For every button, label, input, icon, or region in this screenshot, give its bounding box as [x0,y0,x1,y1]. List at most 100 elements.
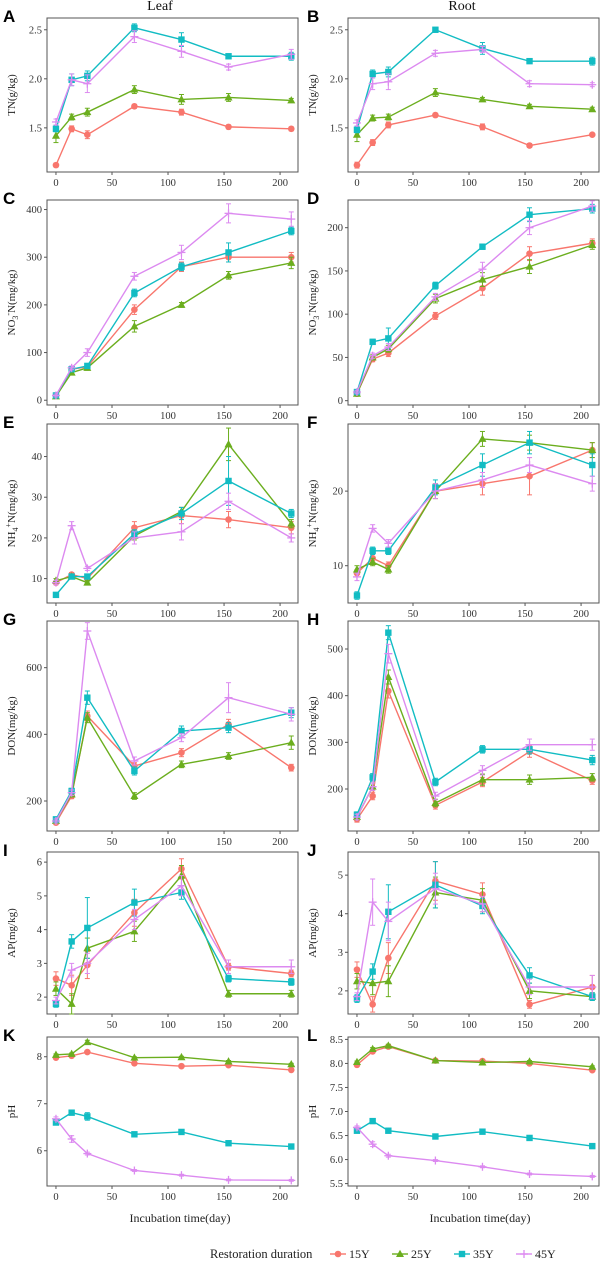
x-tick-label: 200 [573,609,589,620]
y-tick-label: 5.5 [330,1179,343,1190]
data-point [385,547,392,554]
panel-d: D 0 50 100 150 200 0 50 100 150 200 NO3-N(mg/kg) [305,189,600,422]
data-point [368,1044,377,1053]
data-point [224,962,233,971]
x-tick-label: 200 [573,837,589,848]
data-point [178,108,185,116]
data-point [52,161,60,169]
legend-title: Restoration duration [210,1247,313,1261]
data-point [479,1128,486,1135]
series-45Y [352,45,597,127]
y-tick-label: 400 [26,730,42,741]
x-tick-label: 0 [53,1020,58,1031]
data-point [525,740,534,749]
data-point [288,1143,295,1150]
data-point [68,982,75,989]
panel-frame [46,1036,299,1187]
data-point [224,497,233,506]
data-point [84,924,91,932]
y-axis-title-g: DON(mg/kg) [6,696,18,756]
data-point [288,978,295,986]
x-tick-label: 50 [408,411,419,422]
data-point [384,1041,393,1049]
data-point [369,70,376,78]
data-point [83,627,92,635]
y-tick-label: 20 [333,487,344,498]
data-point [287,989,296,997]
data-point [287,125,295,133]
legend-item-25Y: 25Y [392,1247,432,1261]
panel-letter-d: D [307,189,319,208]
data-point [589,756,596,764]
data-point [384,672,393,680]
x-tick-label: 200 [272,1020,288,1031]
panel-frame [46,620,299,832]
data-point [525,983,534,991]
data-point [287,738,296,746]
data-point [588,131,596,139]
x-tick-label: 0 [354,1192,359,1203]
data-point [287,519,296,527]
data-point [177,248,186,257]
x-tick-label: 50 [107,837,118,848]
panel-letter-c: C [3,189,15,208]
data-point [478,45,487,54]
y-tick-label: 6.0 [330,1155,343,1166]
data-point [478,1058,487,1066]
x-tick-label: 200 [272,837,288,848]
y-tick-label: 8 [37,1052,42,1063]
legend-marker [520,1250,528,1258]
y-axis-title-l: pH [307,1105,319,1119]
data-point [52,591,60,599]
data-point [479,461,486,469]
data-point [225,249,232,256]
data-point [588,773,597,781]
panel-letter-a: A [3,7,15,26]
data-point [589,1142,596,1150]
data-point [369,774,376,781]
x-tick-label: 150 [216,609,232,620]
x-tick-label: 200 [573,1020,589,1031]
data-point [385,954,392,962]
x-tick-label: 150 [517,1192,533,1203]
data-point [130,533,139,542]
data-point [178,727,185,735]
x-tick-label: 0 [354,1020,359,1031]
data-point [368,898,377,907]
series-45Y [352,643,597,821]
data-point [224,989,233,997]
legend-label: 45Y [535,1247,556,1261]
panel-l: L 5.5 6.0 6.5 7.0 7.5 8.0 8.5 0 50 100 150 200 pH [307,1026,600,1203]
data-point [478,434,487,442]
x-tick-label: 150 [517,178,533,189]
x-tick-label: 100 [160,411,176,422]
x-tick-label: 150 [517,837,533,848]
data-point [385,121,392,129]
data-point [368,351,377,360]
data-point [178,1062,185,1070]
y-tick-label: 2.0 [330,74,343,85]
data-point [67,1049,76,1057]
data-point [525,101,534,110]
data-point [525,461,534,470]
data-point [130,1166,139,1175]
y-tick-label: 2.0 [29,74,42,85]
x-tick-label: 200 [272,609,288,620]
data-point [177,95,186,103]
y-axis-title-b: TN(g/kg) [307,74,319,116]
data-point [369,547,376,554]
data-point [68,573,75,580]
data-point [131,102,138,110]
data-point [525,223,534,232]
y-tick-label: 0 [338,396,343,407]
data-point [431,884,440,893]
data-point [83,713,92,721]
panel-g: G 200 400 600 0 50 100 150 200 DON(mg/kg) [3,610,299,848]
data-point [369,139,376,146]
panel-e: E 10 20 30 40 0 50 100 150 200 NH4+N(mg/kg) [3,413,299,620]
legend-label: 35Y [473,1247,494,1261]
x-tick-label: 100 [160,837,176,848]
data-point [526,142,533,149]
